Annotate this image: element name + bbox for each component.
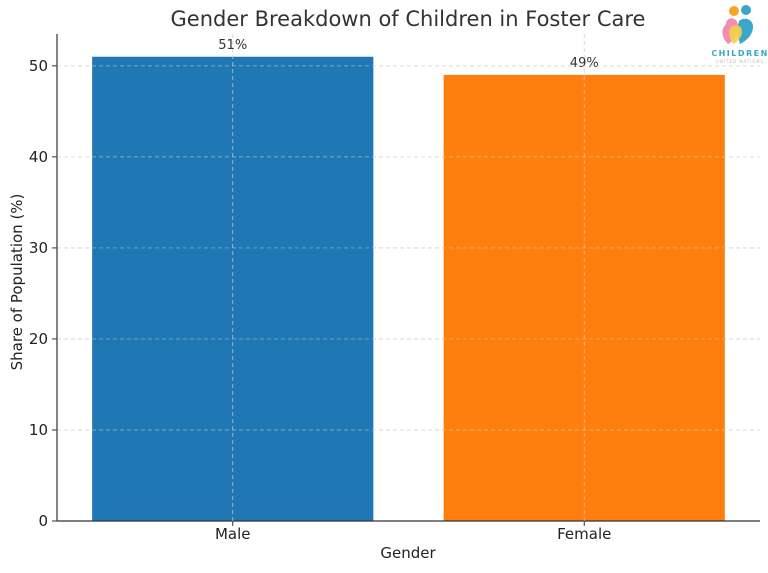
children-logo: CHILDREN UNITED NATIONS — [712, 5, 768, 64]
x-tick-label: Female — [557, 525, 611, 543]
y-tick-label: 10 — [29, 421, 48, 439]
axes — [56, 34, 760, 522]
y-tick-label: 40 — [29, 148, 48, 166]
y-tick-label: 30 — [29, 239, 48, 257]
ticks: 0 10 20 30 40 50 Male Female — [29, 57, 611, 543]
data-labels: 51% 49% — [57, 34, 760, 521]
logo-subtext: UNITED NATIONS — [716, 59, 764, 64]
y-tick-label: 20 — [29, 330, 48, 348]
y-tick-label: 50 — [29, 57, 48, 75]
data-label: 49% — [570, 56, 599, 71]
logo-head-icon — [729, 6, 739, 16]
bars — [92, 56, 725, 521]
x-tick-label: Male — [215, 525, 251, 543]
logo-text: CHILDREN — [712, 49, 768, 58]
x-axis-label: Gender — [380, 544, 436, 562]
y-tick-label: 0 — [38, 512, 48, 530]
data-label: 51% — [218, 38, 247, 53]
y-axis-label: Share of Population (%) — [8, 194, 26, 371]
chart-title: Gender Breakdown of Children in Foster C… — [171, 7, 646, 31]
